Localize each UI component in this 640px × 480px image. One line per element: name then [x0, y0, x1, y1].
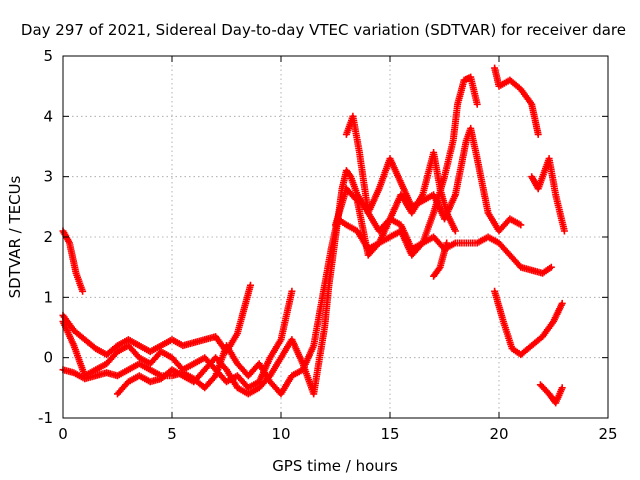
chart-title: Day 297 of 2021, Sidereal Day-to-day VTE… — [21, 21, 626, 39]
series-markers — [430, 239, 451, 280]
series-markers — [491, 64, 542, 138]
y-tick-label: 5 — [43, 47, 53, 65]
y-tick-label: 2 — [43, 228, 53, 246]
x-tick-label: 15 — [380, 425, 399, 443]
y-tick-label: 4 — [43, 107, 53, 125]
y-tick-label: 3 — [43, 168, 53, 186]
series-markers — [528, 155, 568, 235]
x-tick-label: 10 — [271, 425, 290, 443]
x-tick-label: 20 — [489, 425, 508, 443]
y-tick-labels: -1 0 1 2 3 4 5 — [38, 47, 53, 427]
axis-ticks — [62, 55, 609, 419]
series-markers — [491, 287, 566, 359]
data-series — [59, 64, 568, 407]
series-track-7 — [332, 149, 459, 259]
y-tick-label: 0 — [43, 349, 53, 367]
x-tick-label: 25 — [598, 425, 617, 443]
y-tick-label: 1 — [43, 288, 53, 306]
series-track-9 — [491, 64, 542, 138]
x-axis-label: GPS time / hours — [272, 457, 398, 475]
x-tick-label: 5 — [167, 425, 177, 443]
x-tick-labels: 0 5 10 15 20 25 — [58, 425, 617, 443]
series-track-12 — [536, 381, 566, 407]
series-track-5 — [114, 124, 525, 398]
series-track-6 — [342, 73, 481, 253]
series-track-11 — [491, 287, 566, 359]
series-markers — [536, 381, 566, 407]
series-markers — [114, 124, 525, 398]
y-axis-label: SDTVAR / TECUs — [6, 175, 24, 298]
x-tick-label: 0 — [58, 425, 68, 443]
y-tick-label: -1 — [38, 409, 53, 427]
series-markers — [332, 149, 459, 259]
series-track-10 — [528, 155, 568, 235]
series-track-8 — [430, 239, 451, 280]
series-markers — [342, 73, 481, 253]
